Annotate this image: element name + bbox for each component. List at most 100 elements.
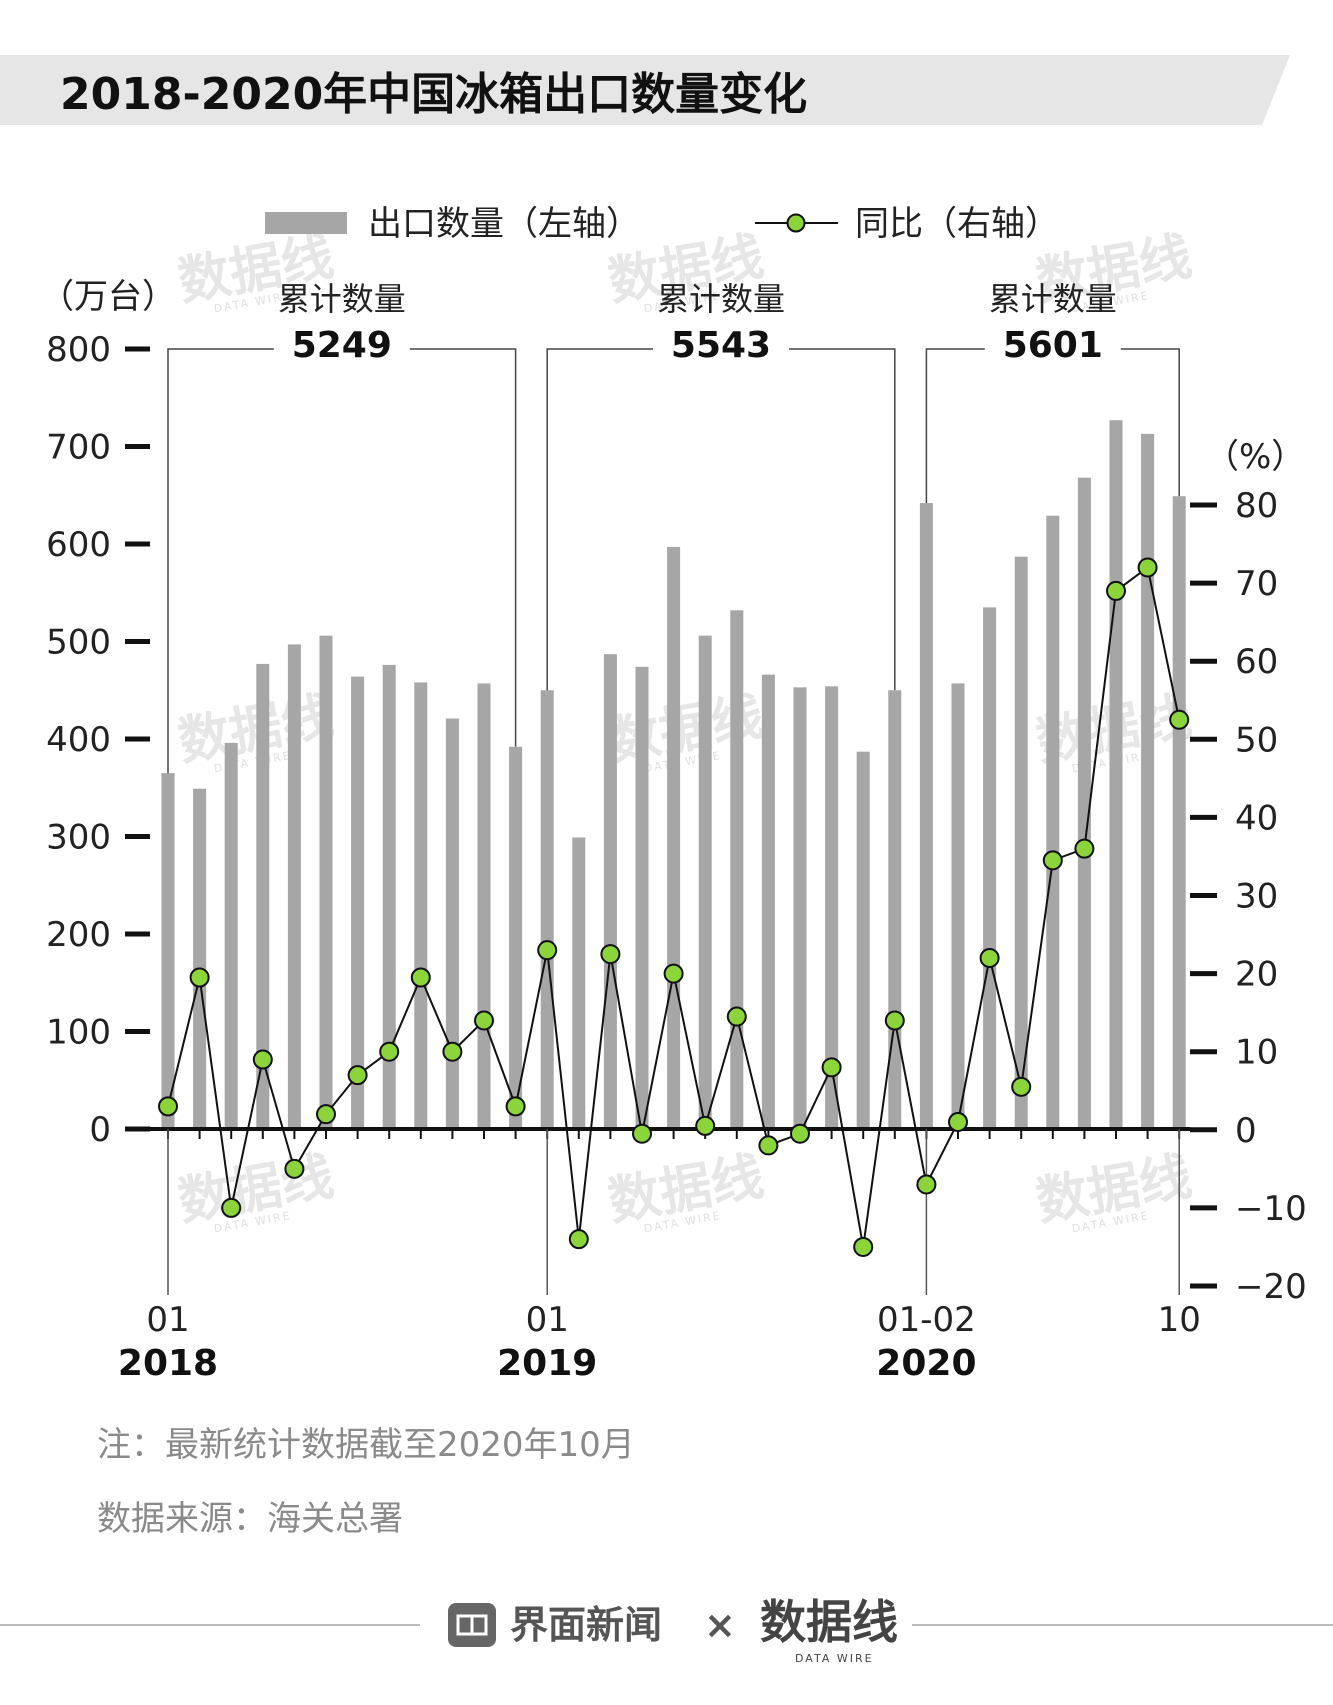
- y-left-axis: 800 700 600 500 400 300 200 100 0: [46, 330, 150, 1150]
- yoy-point: [221, 1197, 242, 1218]
- yoy-point: [568, 1229, 589, 1250]
- yoy-point: [663, 963, 684, 984]
- bar: [1014, 556, 1028, 1129]
- y-left-tick-label: 400: [46, 720, 111, 760]
- yoy-point: [600, 944, 621, 965]
- bar: [224, 742, 238, 1129]
- bar: [382, 664, 396, 1129]
- x-month-label: 10: [1158, 1300, 1201, 1340]
- yoy-point: [1106, 580, 1126, 601]
- x-year-label: 2018: [118, 1343, 218, 1384]
- y-left-tick-label: 200: [46, 915, 111, 955]
- legend: 出口数量（左轴） 同比（右轴）: [265, 204, 1059, 244]
- yoy-point: [284, 1158, 305, 1179]
- y-right-title: （%）: [1205, 437, 1305, 477]
- annotation-label: 累计数量: [657, 280, 785, 318]
- bar: [1141, 433, 1155, 1129]
- x-year-label: 2019: [497, 1343, 597, 1384]
- yoy-point: [853, 1236, 874, 1257]
- y-left-tick-label: 0: [89, 1110, 111, 1150]
- yoy-point: [916, 1174, 937, 1195]
- yoy-point: [726, 1006, 747, 1027]
- bar: [825, 686, 839, 1129]
- yoy-point: [442, 1041, 463, 1062]
- yoy-point: [158, 1096, 178, 1117]
- yoy-points: [158, 557, 1190, 1257]
- y-right-axis: 80 70 60 50 40 30 20 10 0 −10 −20: [1190, 486, 1307, 1307]
- annotation-label: 累计数量: [278, 280, 406, 318]
- yoy-point: [474, 1010, 494, 1031]
- yoy-point: [379, 1041, 400, 1062]
- y-right-tick-label: 70: [1235, 564, 1278, 604]
- bar: [1109, 420, 1123, 1129]
- bar: [919, 503, 933, 1129]
- legend-bar-label: 出口数量（左轴）: [368, 204, 640, 244]
- source-text: 数据来源：海关总署: [97, 1499, 403, 1539]
- y-right-tick-label: 50: [1235, 720, 1278, 760]
- yoy-point: [252, 1049, 273, 1070]
- x-month-label: 01: [146, 1300, 189, 1340]
- legend-line-dot: [786, 213, 806, 233]
- yoy-point: [948, 1111, 968, 1132]
- bar: [761, 674, 775, 1129]
- partner-sub: DATA WIRE: [795, 1652, 874, 1665]
- yoy-point: [347, 1065, 368, 1086]
- yoy-point: [1011, 1076, 1032, 1097]
- bar-series: [161, 420, 1186, 1130]
- bar: [1077, 477, 1091, 1129]
- y-right-tick-label: 40: [1235, 798, 1278, 838]
- yoy-point: [410, 967, 431, 988]
- bar: [414, 682, 428, 1129]
- bracket-right: [1120, 348, 1180, 497]
- y-right-tick-label: 0: [1235, 1111, 1257, 1151]
- annotation-total: 5601: [1003, 325, 1103, 366]
- bar: [951, 683, 965, 1129]
- bracket-right: [789, 348, 896, 691]
- y-right-tick-label: −20: [1235, 1267, 1307, 1307]
- yoy-point: [505, 1096, 526, 1117]
- x-year-label: 2020: [876, 1343, 976, 1384]
- yoy-point: [632, 1123, 652, 1144]
- partner-logo: 数据线: [760, 1595, 898, 1649]
- brand-logo-icon: [448, 1603, 496, 1647]
- bar: [161, 773, 175, 1129]
- bar: [1172, 496, 1186, 1130]
- bracket-right: [409, 348, 517, 747]
- bar: [793, 687, 807, 1129]
- bar: [477, 683, 491, 1129]
- bar: [667, 546, 681, 1129]
- bar: [351, 676, 365, 1129]
- yoy-point: [790, 1123, 810, 1144]
- y-right-tick-label: 80: [1235, 486, 1278, 526]
- bar: [256, 663, 270, 1129]
- yoy-point: [1137, 557, 1158, 578]
- yoy-point: [1169, 709, 1190, 730]
- bar: [540, 690, 554, 1129]
- y-left-tick-label: 700: [46, 428, 111, 468]
- yoy-point: [1042, 850, 1063, 871]
- annotation-label: 累计数量: [989, 280, 1117, 318]
- note-text: 注：最新统计数据截至2020年10月: [97, 1425, 635, 1465]
- bar: [287, 644, 301, 1129]
- y-right-tick-label: 10: [1235, 1033, 1278, 1073]
- bar: [983, 607, 997, 1129]
- x-month-label: 01-02: [877, 1300, 976, 1340]
- bar: [1046, 515, 1060, 1129]
- bar: [445, 718, 459, 1129]
- bar: [888, 690, 902, 1129]
- chart-title: 2018-2020年中国冰箱出口数量变化: [60, 69, 807, 120]
- yoy-point: [979, 947, 1000, 968]
- brand-name: 界面新闻: [510, 1603, 662, 1647]
- yoy-point: [821, 1057, 842, 1078]
- bar: [635, 666, 649, 1129]
- bar: [603, 654, 617, 1129]
- bar: [193, 788, 207, 1129]
- x-guides: [167, 1129, 1181, 1295]
- bar: [730, 610, 744, 1129]
- yoy-point: [884, 1010, 905, 1031]
- y-left-tick-label: 500: [46, 623, 111, 663]
- annotation-total: 5543: [671, 325, 771, 366]
- legend-line-label: 同比（右轴）: [855, 204, 1059, 244]
